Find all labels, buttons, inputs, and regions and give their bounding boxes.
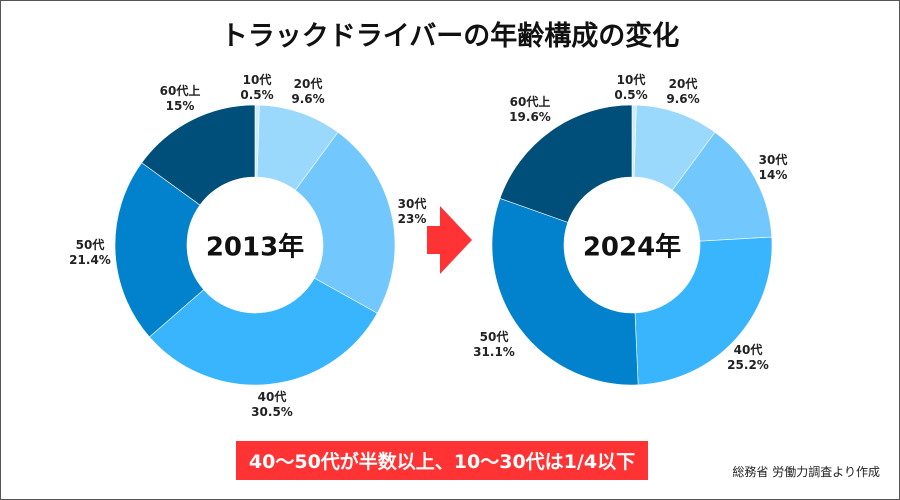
summary-banner: 40～50代が半数以上、10～30代は1/4以下 [236,441,648,480]
donut-slice-60代上 [141,104,256,206]
arrow-icon [427,206,472,274]
donut-2013 [114,104,396,386]
label-2024-50s: 50代 31.1% [473,330,515,359]
label-2024-40s: 40代 25.2% [727,343,769,372]
donut-slice-50代 [491,198,639,386]
label-2013-60s: 60代上 15% [159,84,201,113]
source-note: 総務省 労働力調査より作成 [732,465,880,479]
label-2024-30s: 30代 14% [758,153,788,182]
label-2013-30s: 30代 23% [397,197,427,226]
donut-slice-60代上 [499,104,633,223]
donut-2024 [491,104,773,386]
label-2013-20s: 20代 9.6% [291,77,325,106]
donut-slice-40代 [634,236,773,386]
donut-slice-30代 [294,131,396,314]
label-2013-50s: 50代 21.4% [69,238,111,267]
label-2013-10s: 10代 0.5% [240,73,274,102]
label-2013-40s: 40代 30.5% [251,390,293,419]
label-2024-10s: 10代 0.5% [614,73,648,102]
donut-slice-50代 [114,162,205,338]
center-label-2013: 2013年 [205,232,305,263]
label-2024-60s: 60代上 19.6% [509,95,551,124]
center-label-2024: 2024年 [582,232,682,263]
chart-title: トラックドライバーの年齢構成の変化 [220,21,680,52]
donut-slice-40代 [148,277,378,386]
label-2024-20s: 20代 9.6% [666,77,700,106]
